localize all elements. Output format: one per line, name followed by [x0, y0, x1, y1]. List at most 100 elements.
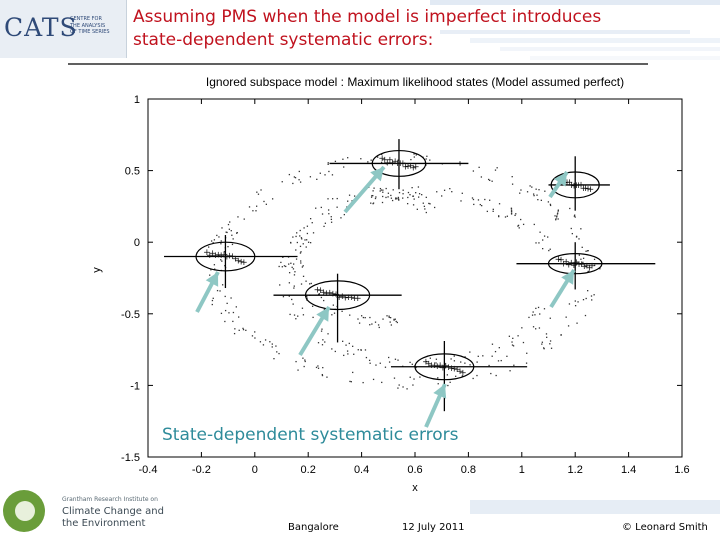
- attractor-dot: [385, 196, 387, 199]
- attractor-dot: [535, 307, 537, 310]
- cluster-marker: +: [563, 178, 571, 188]
- attractor-dot: [418, 193, 421, 195]
- attractor-dot: [301, 238, 303, 240]
- attractor-dot: [588, 270, 590, 273]
- attractor-dot: [306, 295, 308, 297]
- attractor-dot: [309, 218, 312, 220]
- cluster-marker: +: [394, 159, 402, 169]
- attractor-dot: [577, 301, 579, 303]
- cluster-marker: +: [453, 365, 461, 375]
- attractor-dot: [515, 213, 517, 215]
- attractor-dot: [392, 189, 394, 191]
- attractor-dot: [557, 209, 559, 211]
- attractor-dot: [327, 198, 329, 200]
- cats-sub-line: CENTRE FOR: [70, 16, 102, 22]
- attractor-dot: [365, 356, 368, 359]
- attractor-dot: [293, 274, 296, 276]
- attractor-dot: [397, 196, 399, 199]
- cluster-marker: +: [431, 361, 439, 371]
- cluster-marker: +: [397, 159, 405, 169]
- attractor-dot: [273, 358, 275, 360]
- attractor-dot: [276, 351, 278, 353]
- attractor-dot: [402, 386, 404, 388]
- attractor-dot: [398, 198, 400, 201]
- attractor-dot: [328, 213, 330, 215]
- attractor-dot: [390, 194, 392, 197]
- attractor-dot: [549, 343, 551, 345]
- attractor-dot: [512, 337, 514, 340]
- attractor-dot: [402, 193, 404, 195]
- attractor-dot: [299, 235, 301, 237]
- error-arrow: [195, 271, 220, 313]
- cluster-marker: +: [573, 181, 581, 191]
- attractor-dot: [437, 377, 439, 379]
- attractor-dot: [221, 227, 223, 229]
- attractor-dot: [245, 329, 247, 332]
- grantham-line2: Climate Change and: [62, 506, 164, 517]
- attractor-dot: [211, 299, 214, 302]
- attractor-dot: [433, 206, 436, 209]
- attractor-dot: [214, 268, 216, 270]
- attractor-dot: [398, 191, 401, 194]
- attractor-dot: [542, 247, 544, 250]
- attractor-dot: [506, 215, 509, 217]
- cluster-marker: +: [335, 293, 343, 303]
- attractor-dot: [357, 318, 359, 320]
- attractor-dot: [292, 268, 295, 270]
- attractor-dot: [455, 375, 457, 377]
- error-cluster: ++++++++++++++: [164, 235, 298, 289]
- cluster-marker: +: [378, 154, 386, 164]
- attractor-dot: [298, 179, 300, 181]
- attractor-dot: [228, 228, 231, 230]
- attractor-dot: [259, 341, 262, 343]
- attractor-dot: [469, 364, 471, 366]
- cluster-layer: +++++++++++++++++++++++++++++++++++++++ +…: [164, 139, 656, 412]
- attractor-dot: [484, 198, 486, 201]
- top-decor-bar: [430, 0, 720, 5]
- attractor-dot: [555, 218, 557, 220]
- attractor-dot: [478, 166, 480, 169]
- attractor-dot: [570, 227, 572, 230]
- attractor-dot: [302, 275, 305, 277]
- attractor-dot: [543, 235, 546, 237]
- attractor-dot: [480, 176, 483, 178]
- attractor-dot: [348, 342, 350, 345]
- attractor-dot: [218, 236, 220, 238]
- cluster-marker: +: [577, 180, 585, 190]
- attractor-dot: [528, 316, 530, 319]
- attractor-dot: [371, 194, 373, 197]
- attractor-dot: [379, 362, 381, 364]
- attractor-dot: [387, 196, 389, 198]
- attractor-dot: [590, 295, 593, 297]
- attractor-dot: [397, 159, 399, 161]
- attractor-dot: [231, 234, 233, 236]
- attractor-dot: [280, 261, 282, 264]
- attractor-dot: [556, 215, 558, 217]
- attractor-dot: [514, 214, 516, 217]
- cats-logo-subtitle: CENTRE FOR THE ANALYSIS OF TIME SERIES: [70, 16, 125, 36]
- cluster-marker: +: [568, 181, 576, 191]
- attractor-dot: [248, 206, 251, 208]
- attractor-dot: [278, 352, 280, 355]
- cluster-ellipse: [547, 253, 603, 275]
- attractor-dot: [460, 361, 462, 363]
- attractor-dot: [537, 199, 539, 201]
- cluster-marker: +: [560, 260, 568, 270]
- x-tick-label: 1: [519, 464, 525, 476]
- error-cluster: ++++++++++++++: [390, 341, 528, 412]
- attractor-dot: [511, 344, 514, 346]
- attractor-dot: [422, 202, 424, 204]
- attractor-dot: [293, 287, 295, 289]
- attractor-dot: [232, 311, 235, 314]
- attractor-dot: [416, 208, 418, 210]
- attractor-dot: [336, 197, 338, 200]
- attractor-dot: [461, 192, 463, 194]
- attractor-dot: [406, 202, 409, 205]
- attractor-dot: [578, 254, 580, 256]
- cluster-marker: +: [404, 162, 412, 172]
- attractor-dot: [413, 156, 415, 158]
- attractor-dot: [412, 384, 414, 386]
- attractor-dot: [299, 252, 302, 254]
- attractor-dot: [317, 342, 320, 344]
